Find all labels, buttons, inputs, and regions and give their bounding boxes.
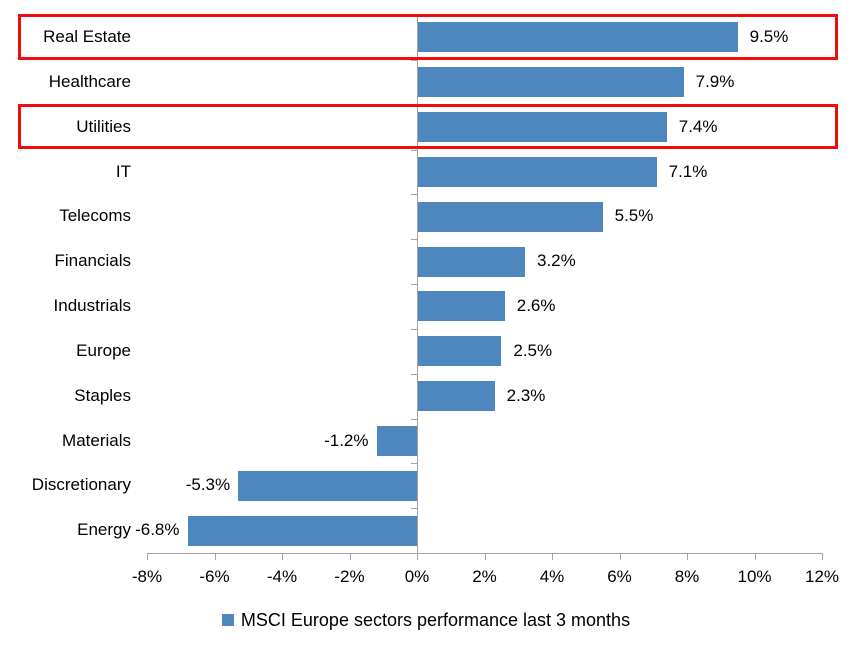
y-axis-tick: [411, 418, 417, 420]
x-tick-label: 10%: [737, 567, 772, 586]
x-axis-tick: [349, 553, 351, 560]
bar: [376, 425, 417, 456]
value-label: 2.3%: [506, 385, 546, 405]
y-axis-tick: [411, 328, 417, 330]
bar: [417, 201, 603, 232]
category-label: Industrials: [53, 296, 131, 315]
x-tick-label: -4%: [266, 567, 298, 586]
x-axis-tick: [619, 553, 621, 560]
legend: MSCI Europe sectors performance last 3 m…: [0, 607, 852, 633]
value-label: 2.6%: [516, 296, 556, 315]
y-axis-tick: [411, 373, 417, 375]
category-label: Staples: [74, 385, 131, 405]
value-label: 7.4%: [678, 116, 718, 136]
y-axis-line: [417, 15, 418, 553]
x-tick-label: 6%: [607, 567, 632, 586]
value-label: -5.3%: [185, 475, 231, 495]
y-axis-tick: [411, 508, 417, 510]
category-label: IT: [115, 161, 131, 181]
x-axis-tick: [484, 553, 486, 560]
value-label: 3.2%: [537, 251, 576, 271]
y-axis-tick: [411, 149, 417, 151]
category-label: Healthcare: [48, 71, 131, 91]
x-tick-label: -8%: [131, 567, 163, 586]
x-tick-label: 2%: [472, 567, 497, 586]
x-axis-tick: [754, 553, 756, 560]
bar: [187, 515, 417, 546]
y-axis-tick: [411, 463, 417, 465]
y-axis-tick: [411, 15, 417, 16]
x-axis-tick: [282, 553, 283, 560]
y-axis-tick: [411, 194, 417, 196]
bar: [417, 112, 667, 143]
y-axis-tick: [411, 239, 417, 241]
bar: [417, 381, 495, 412]
x-axis-tick: [417, 553, 418, 560]
category-label: Materials: [62, 430, 131, 450]
legend-label: MSCI Europe sectors performance last 3 m…: [240, 609, 631, 630]
value-label: 9.5%: [749, 27, 789, 46]
x-tick-label: -2%: [334, 567, 365, 586]
x-axis-tick: [214, 553, 216, 560]
category-label: Utilities: [76, 116, 131, 136]
bar: [417, 291, 505, 322]
value-label: 7.1%: [668, 161, 708, 181]
x-tick-label: -6%: [199, 567, 230, 586]
category-label: Europe: [76, 340, 131, 360]
x-axis-tick: [147, 553, 148, 560]
bar: [238, 470, 417, 501]
value-label: 5.5%: [614, 206, 654, 226]
y-axis-tick: [411, 59, 417, 61]
x-tick-label: 0%: [404, 567, 430, 586]
bar: [417, 22, 738, 53]
x-axis-tick: [552, 553, 553, 560]
bar: [417, 246, 525, 277]
category-label: Real Estate: [43, 27, 131, 46]
category-label: Energy: [77, 520, 131, 540]
x-axis-tick: [687, 553, 688, 560]
y-axis-tick: [411, 104, 417, 106]
value-label: -6.8%: [135, 520, 180, 540]
x-tick-label: 8%: [674, 567, 700, 586]
legend-marker-icon: [221, 614, 234, 626]
bar: [417, 336, 502, 367]
value-label: 2.5%: [513, 340, 553, 360]
bar: [417, 156, 657, 187]
bar: [417, 67, 684, 98]
value-label: -1.2%: [324, 430, 369, 450]
category-label: Telecoms: [59, 206, 131, 226]
y-axis-tick: [411, 284, 417, 285]
category-label: Financials: [54, 251, 131, 271]
category-label: Discretionary: [31, 475, 131, 495]
value-label: 7.9%: [695, 71, 735, 91]
x-tick-label: 4%: [539, 567, 565, 586]
x-tick-label: 12%: [804, 567, 840, 586]
x-axis-tick: [822, 553, 823, 560]
